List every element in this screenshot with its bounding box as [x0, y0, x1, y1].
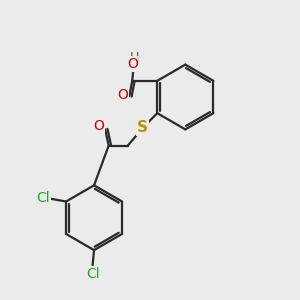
- Text: O: O: [117, 88, 128, 102]
- Text: Cl: Cl: [86, 267, 99, 281]
- Text: O: O: [93, 119, 104, 134]
- Text: H: H: [130, 51, 139, 64]
- Text: Cl: Cl: [37, 191, 50, 205]
- Text: S: S: [137, 120, 148, 135]
- Text: O: O: [127, 57, 138, 71]
